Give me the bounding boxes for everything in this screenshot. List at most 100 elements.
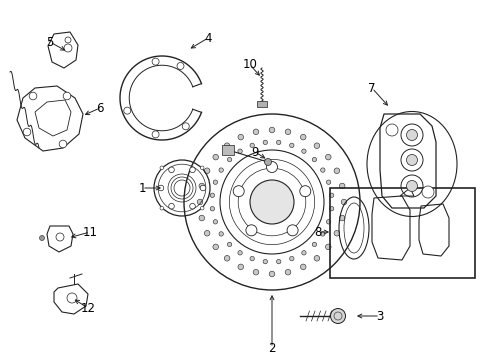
Circle shape	[40, 235, 45, 240]
Circle shape	[334, 168, 340, 174]
Circle shape	[213, 220, 218, 224]
Circle shape	[190, 167, 196, 172]
Circle shape	[160, 206, 164, 210]
Circle shape	[210, 193, 215, 198]
Circle shape	[269, 271, 275, 277]
Circle shape	[300, 134, 306, 140]
Circle shape	[312, 242, 317, 247]
Circle shape	[238, 149, 242, 153]
Circle shape	[210, 207, 215, 211]
Circle shape	[340, 183, 345, 189]
Circle shape	[197, 199, 203, 205]
Text: 11: 11	[82, 225, 98, 238]
Circle shape	[329, 207, 334, 211]
Circle shape	[177, 63, 184, 69]
Circle shape	[200, 185, 206, 191]
Circle shape	[253, 129, 259, 135]
Circle shape	[224, 256, 230, 261]
Circle shape	[320, 168, 325, 172]
Text: 3: 3	[376, 310, 384, 323]
Circle shape	[124, 107, 131, 114]
Circle shape	[199, 215, 205, 221]
Circle shape	[302, 251, 306, 255]
Circle shape	[302, 149, 306, 153]
Circle shape	[64, 44, 72, 52]
Circle shape	[250, 256, 254, 261]
Circle shape	[158, 185, 164, 191]
Circle shape	[325, 244, 331, 250]
Text: 12: 12	[80, 302, 96, 315]
Circle shape	[250, 143, 254, 148]
Text: 9: 9	[251, 145, 259, 158]
Circle shape	[238, 251, 242, 255]
Circle shape	[341, 199, 347, 205]
Circle shape	[227, 157, 232, 162]
Text: 1: 1	[138, 181, 146, 194]
Circle shape	[204, 230, 210, 236]
Text: 10: 10	[243, 58, 257, 72]
Circle shape	[29, 92, 37, 100]
Circle shape	[285, 269, 291, 275]
Circle shape	[320, 232, 325, 236]
Circle shape	[312, 157, 317, 162]
Circle shape	[233, 186, 244, 197]
Circle shape	[213, 154, 219, 160]
Text: 7: 7	[368, 81, 376, 94]
Circle shape	[269, 127, 275, 133]
Circle shape	[263, 140, 268, 145]
Circle shape	[267, 162, 277, 172]
Circle shape	[300, 264, 306, 270]
Circle shape	[250, 180, 294, 224]
Circle shape	[199, 183, 205, 189]
Circle shape	[285, 129, 291, 135]
Circle shape	[238, 264, 244, 270]
Circle shape	[290, 143, 294, 148]
Circle shape	[160, 166, 164, 170]
Circle shape	[227, 242, 232, 247]
Circle shape	[314, 143, 319, 149]
Circle shape	[340, 215, 345, 221]
Circle shape	[330, 309, 345, 324]
Circle shape	[263, 260, 268, 264]
Circle shape	[276, 140, 281, 145]
Circle shape	[314, 256, 319, 261]
Circle shape	[287, 225, 298, 236]
Circle shape	[386, 124, 398, 136]
Polygon shape	[257, 101, 267, 107]
Circle shape	[219, 232, 223, 236]
Circle shape	[329, 193, 334, 198]
Circle shape	[67, 293, 77, 303]
Text: 2: 2	[268, 342, 276, 355]
Circle shape	[200, 206, 204, 210]
Circle shape	[265, 158, 271, 166]
Circle shape	[326, 220, 331, 224]
Circle shape	[300, 186, 311, 197]
Polygon shape	[222, 145, 234, 155]
Circle shape	[169, 203, 174, 209]
Bar	[330, 188, 475, 278]
Circle shape	[326, 180, 331, 184]
Text: 4: 4	[204, 31, 212, 45]
Circle shape	[253, 269, 259, 275]
Circle shape	[63, 92, 71, 100]
Circle shape	[238, 134, 244, 140]
Circle shape	[246, 225, 257, 236]
Circle shape	[152, 131, 159, 138]
Circle shape	[182, 123, 189, 130]
Circle shape	[422, 186, 434, 198]
Circle shape	[276, 260, 281, 264]
Circle shape	[219, 168, 223, 172]
Circle shape	[169, 167, 174, 172]
Circle shape	[407, 154, 417, 166]
Circle shape	[59, 140, 67, 148]
Circle shape	[204, 168, 210, 174]
Text: 6: 6	[96, 102, 104, 114]
Circle shape	[65, 37, 71, 43]
Circle shape	[407, 130, 417, 140]
Circle shape	[325, 154, 331, 160]
Circle shape	[56, 233, 64, 241]
Circle shape	[152, 58, 159, 65]
Circle shape	[200, 166, 204, 170]
Text: 5: 5	[47, 36, 54, 49]
Circle shape	[213, 180, 218, 184]
